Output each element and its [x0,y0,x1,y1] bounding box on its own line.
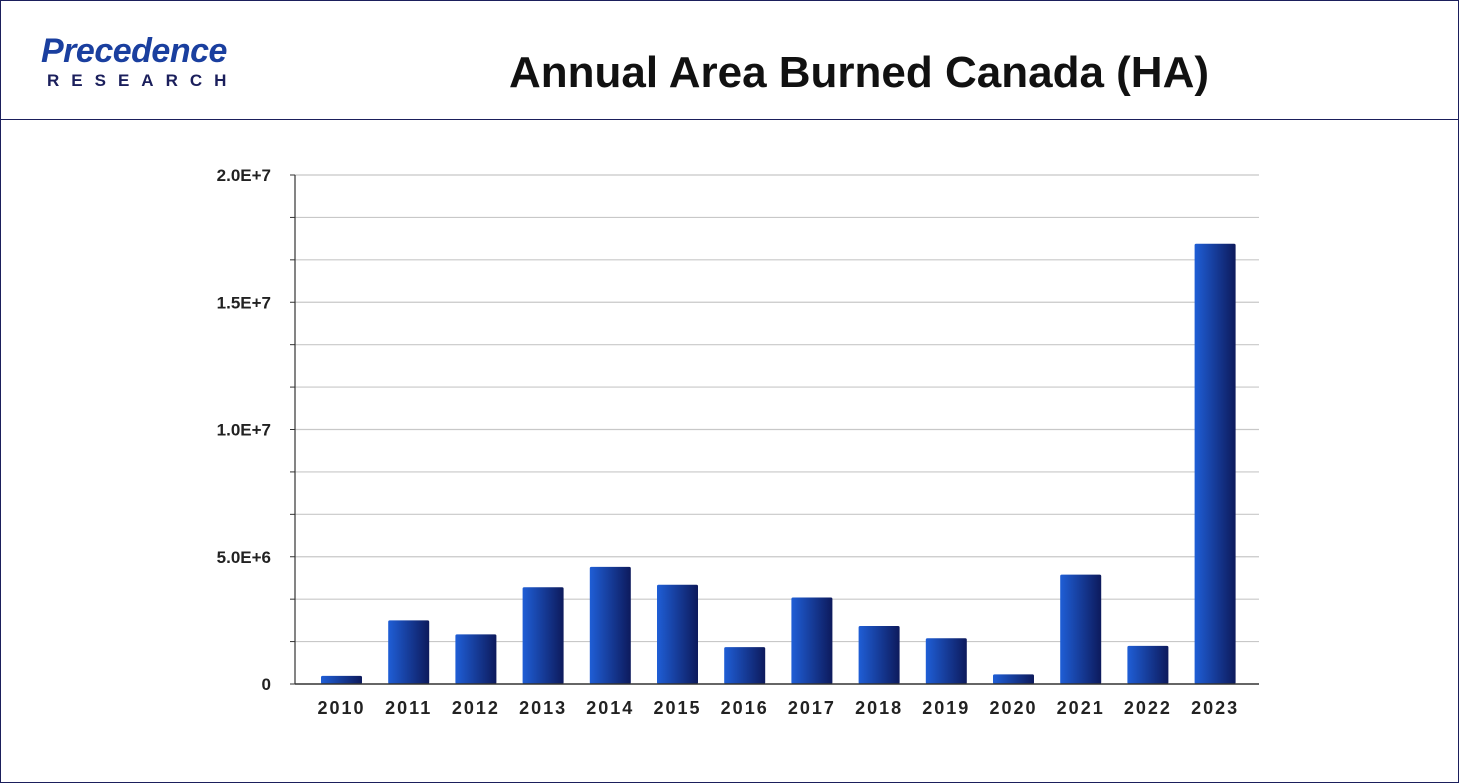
bar [321,675,362,684]
x-tick-label: 2012 [452,698,500,718]
x-tick-label: 2018 [855,698,903,718]
y-tick-label: 1.0E+7 [217,421,271,440]
bar [1060,574,1102,684]
logo-text-bottom: RESEARCH [47,71,239,90]
bar [589,566,631,684]
bar [388,620,430,684]
x-tick-label: 2014 [586,698,634,718]
x-tick-label: 2020 [989,698,1037,718]
x-tick-label: 2019 [922,698,970,718]
y-tick-label: 0 [262,675,271,694]
chart-title: Annual Area Burned Canada (HA) [509,48,1210,97]
bar [858,625,900,684]
bar [1194,243,1236,684]
bar-chart: 0 5.0E+6 1.0E+7 1.5E+7 2.0E+7 2010 2011 2012 201… [217,166,1259,718]
x-tick-label: 2017 [788,698,836,718]
y-tick-label: 5.0E+6 [217,548,271,567]
axis-labels: 0 5.0E+6 1.0E+7 1.5E+7 2.0E+7 2010 2011 2012 201… [217,166,1239,718]
logo-text-top: Precedence [41,32,227,70]
x-tick-label: 2021 [1057,698,1105,718]
bar [993,674,1034,684]
header: Precedence RESEARCH Annual Area Burned C… [1,1,1458,120]
bar [724,647,766,684]
grid-lines [295,174,1259,643]
y-tick-label: 2.0E+7 [217,166,271,185]
x-tick-label: 2011 [385,698,432,718]
bar [455,634,497,684]
y-tick-label: 1.5E+7 [217,293,271,312]
bar [522,587,564,684]
x-tick-label: 2016 [721,698,769,718]
bar [925,638,967,684]
axes [290,174,1259,685]
bar [657,584,698,684]
bar [1127,645,1169,684]
x-tick-label: 2010 [317,698,365,718]
x-tick-label: 2022 [1124,698,1172,718]
bars [321,243,1236,684]
bar [791,597,833,684]
x-tick-label: 2023 [1191,698,1239,718]
x-tick-label: 2015 [653,698,701,718]
x-tick-label: 2013 [519,698,567,718]
logo: Precedence RESEARCH [41,31,271,101]
